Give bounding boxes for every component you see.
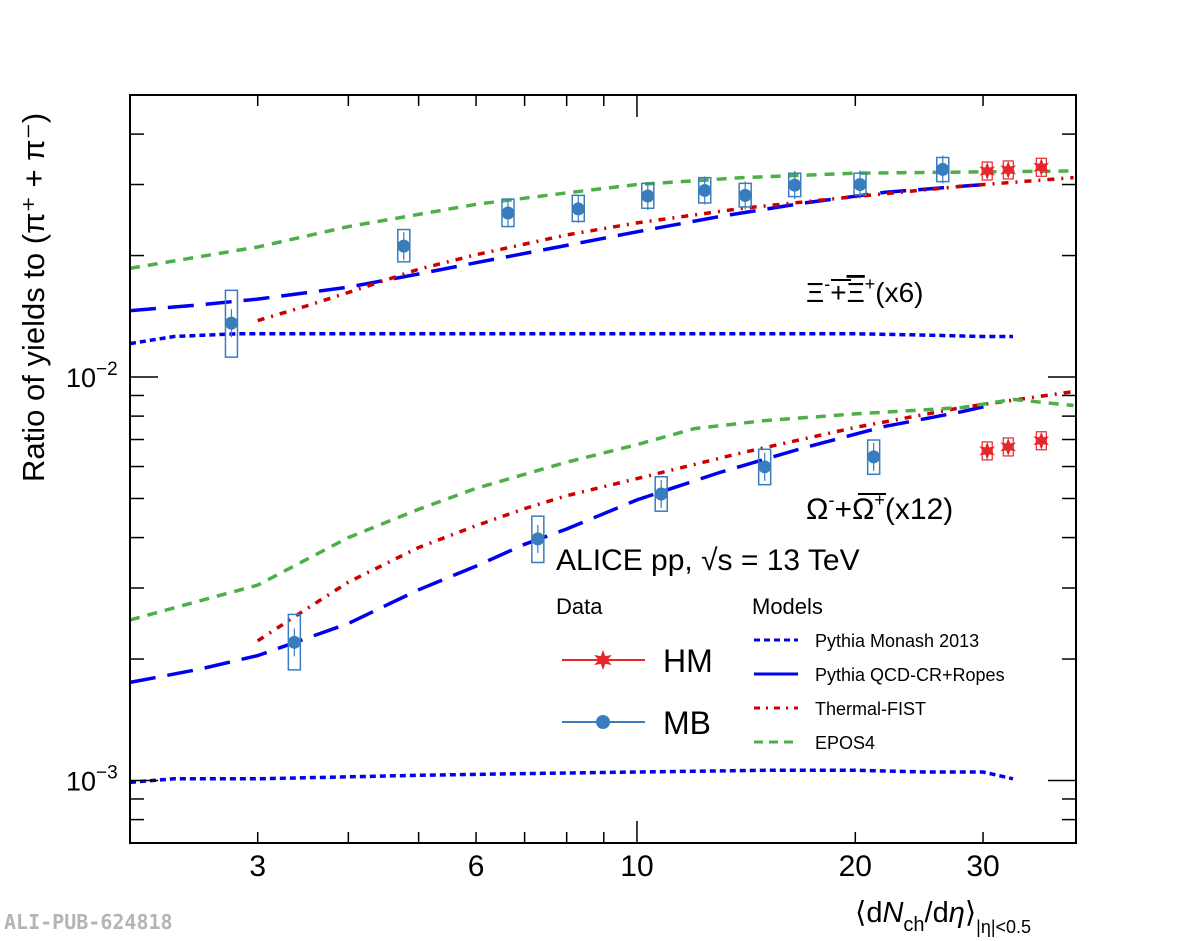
antiomega-plus-sup: + — [874, 490, 885, 510]
mb-data-point — [531, 532, 545, 546]
model-curves — [131, 169, 1074, 784]
mb-data-point — [936, 162, 950, 176]
mb-data-point — [788, 178, 802, 192]
hm-data-point — [979, 162, 995, 180]
star-marker-icon — [594, 650, 612, 670]
hm-data-point — [1033, 431, 1050, 450]
model-curve-pythia-qcd-cr-ropes — [131, 402, 994, 684]
plus: + — [834, 493, 852, 526]
svg-text:Ratio of yields to (π⁺ + π⁻): Ratio of yields to (π⁺ + π⁻) — [16, 113, 51, 482]
watermark: ALI-PUB-624818 — [4, 910, 173, 934]
x-tick-label: 10 — [620, 850, 653, 883]
y-axis-title-text: Ratio of yields to (π⁺ + π⁻) — [16, 113, 51, 482]
plot-frame — [129, 94, 1077, 844]
plus: + — [830, 277, 846, 308]
x-tick-label: 6 — [468, 850, 485, 883]
hm-systematic-box — [1035, 157, 1047, 177]
svg-text:Ω-+Ω+(x12): Ω-+Ω+(x12) — [806, 490, 953, 526]
x-tick-label: 3 — [249, 850, 266, 883]
hm-data-point — [1000, 437, 1016, 456]
experiment-label: ALICE pp, √s = 13 TeV — [556, 544, 860, 577]
omega-label: Ω-+Ω+(x12) — [806, 490, 953, 526]
x-axis: 3 6 10 20 30 — [249, 95, 1000, 883]
legend-entry-mb: MB — [562, 705, 711, 741]
y-tick-label: 10−2 — [66, 359, 118, 393]
antixi-symbol: Ξ — [847, 277, 865, 308]
mb-data-point — [758, 460, 772, 474]
omega-symbol: Ω — [806, 493, 828, 526]
mb-data-point — [501, 206, 515, 220]
legend-label-hm: HM — [663, 643, 713, 679]
model-curve-pythia-monash-2013 — [131, 768, 1014, 784]
legend-data-header: Data — [556, 594, 603, 619]
legend-label-epos4: EPOS4 — [815, 733, 875, 753]
legend-entry-epos4: EPOS4 — [754, 733, 875, 753]
hm-systematic-box — [1035, 431, 1047, 451]
legend: Data Models HM MB Pythia Monash 2013 Pyt… — [556, 594, 1005, 753]
legend-label-thermal-fist: Thermal-FIST — [815, 699, 926, 719]
antiomega-symbol: Ω — [852, 493, 874, 526]
model-curve-epos4 — [131, 397, 1074, 622]
mb-data-point — [654, 487, 668, 501]
hm-data-point — [1033, 158, 1050, 177]
x-axis-title: ⟨dNch/dη⟩|η|<0.5 — [855, 897, 1031, 937]
mb-data-point — [397, 239, 411, 253]
xi-scale: (x6) — [875, 277, 923, 308]
model-curve-pythia-qcd-cr-ropes — [131, 182, 994, 313]
mb-data-point — [224, 316, 238, 330]
mb-data-point — [571, 202, 585, 216]
mb-data-point — [738, 188, 752, 202]
model-curve-thermal-fist — [257, 175, 1074, 323]
y-tick-label: 10−3 — [66, 763, 118, 797]
model-curve-pythia-monash-2013 — [131, 332, 1013, 346]
mb-data-point — [698, 183, 712, 197]
xi-minus-sup: - — [824, 274, 830, 294]
mb-data-point — [287, 635, 301, 649]
legend-label-pythia-monash: Pythia Monash 2013 — [815, 631, 979, 651]
legend-entry-pythia-monash: Pythia Monash 2013 — [754, 631, 979, 651]
model-curve-epos4 — [131, 169, 1074, 270]
x-tick-label: 30 — [966, 850, 999, 883]
mb-data-point — [641, 189, 655, 203]
x-tick-label: 20 — [839, 850, 872, 883]
svg-text:⟨dNch/dη⟩|η|<0.5: ⟨dNch/dη⟩|η|<0.5 — [855, 897, 1031, 937]
circle-marker-icon — [596, 715, 610, 729]
legend-entry-pythia-ropes: Pythia QCD-CR+Ropes — [754, 665, 1005, 685]
hm-systematic-box — [1002, 160, 1014, 180]
omega-scale: (x12) — [885, 493, 953, 526]
data-points — [224, 155, 1050, 671]
omega-minus-sup: - — [828, 490, 834, 510]
hm-data-point — [1000, 160, 1016, 179]
legend-label-pythia-ropes: Pythia QCD-CR+Ropes — [815, 665, 1005, 685]
mb-data-point — [867, 450, 881, 464]
hm-systematic-box — [1002, 437, 1014, 457]
legend-entry-hm: HM — [562, 643, 713, 679]
legend-entry-thermal-fist: Thermal-FIST — [754, 699, 926, 719]
mb-data-point — [853, 178, 867, 192]
svg-text:Ξ-+Ξ+(x6): Ξ-+Ξ+(x6) — [806, 274, 924, 308]
xi-symbol: Ξ — [806, 277, 824, 308]
antixi-plus-sup: + — [865, 274, 876, 294]
legend-label-mb: MB — [663, 705, 711, 741]
xi-label: Ξ-+Ξ+(x6) — [806, 274, 924, 308]
y-axis-title: Ratio of yields to (π⁺ + π⁻) — [16, 113, 51, 482]
y-axis: 10−2 10−3 — [66, 133, 1076, 821]
hm-data-point — [979, 441, 995, 460]
legend-models-header: Models — [752, 594, 823, 619]
